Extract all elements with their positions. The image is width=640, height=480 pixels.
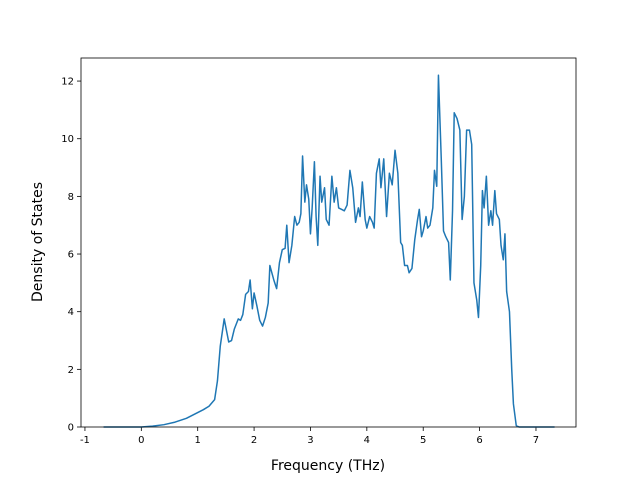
x-tick-label: 4 (364, 435, 370, 446)
y-tick-label: 2 (68, 365, 74, 376)
x-tick-label: 0 (138, 435, 144, 446)
x-tick-label: 5 (420, 435, 426, 446)
y-tick-label: 0 (68, 423, 74, 434)
x-tick-label: 7 (533, 435, 539, 446)
x-tick-label: 3 (307, 435, 313, 446)
y-tick-label: 8 (68, 192, 74, 203)
x-tick-label: 2 (251, 435, 257, 446)
plot-frame (80, 57, 577, 428)
line (103, 74, 555, 428)
x-tick-label: 6 (476, 435, 482, 446)
y-tick-label: 4 (68, 307, 74, 318)
y-axis-label: Density of States (30, 182, 46, 302)
y-tick-label: 10 (61, 134, 74, 145)
x-tick-label: 1 (195, 435, 201, 446)
y-tick-label: 6 (68, 250, 74, 261)
x-tick-label: -1 (80, 435, 90, 446)
x-axis-label: Frequency (THz) (271, 458, 385, 474)
y-tick-label: 12 (61, 77, 74, 88)
